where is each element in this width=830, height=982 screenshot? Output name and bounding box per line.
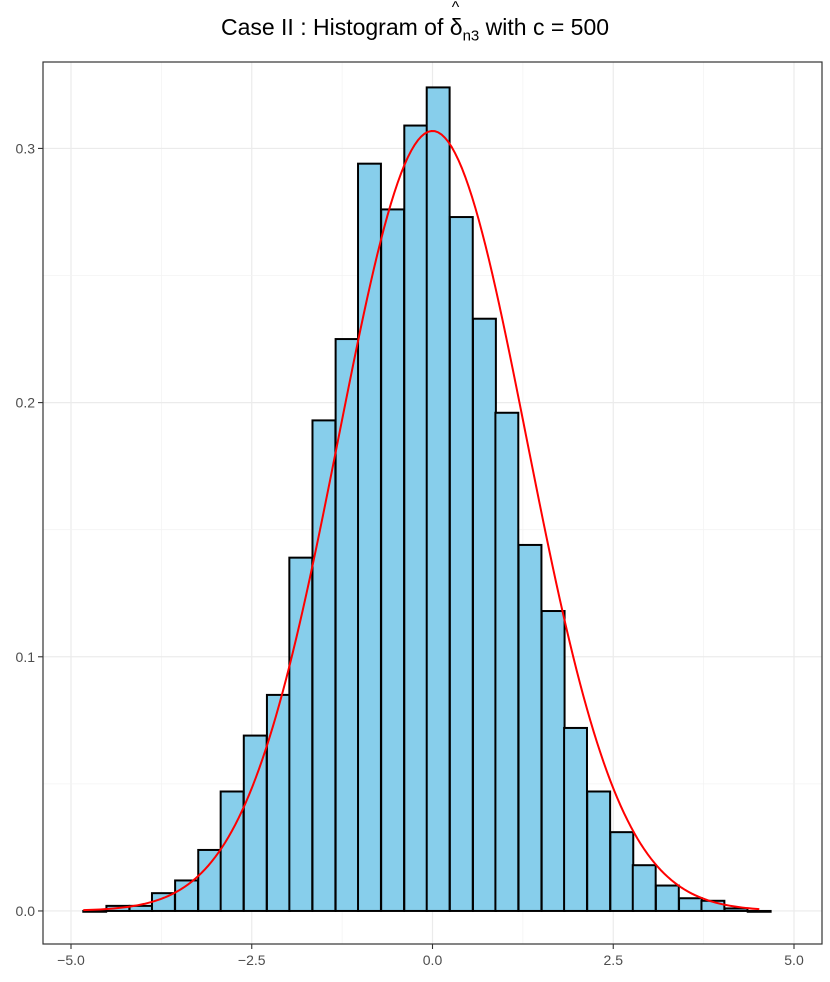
histogram-bar bbox=[242, 734, 268, 912]
histogram-bar bbox=[82, 909, 108, 913]
title-delta: δ bbox=[449, 14, 463, 40]
y-tick-label: 0.2 bbox=[16, 395, 36, 411]
x-tick-label: 5.0 bbox=[784, 952, 804, 968]
title-suffix: with c = 500 bbox=[479, 14, 610, 40]
y-tick-label: 0.1 bbox=[16, 649, 36, 665]
title-symbol: ^ δ bbox=[449, 0, 463, 41]
histogram-bar bbox=[150, 892, 176, 912]
histogram-bar bbox=[700, 899, 726, 912]
histogram-bar bbox=[631, 864, 657, 912]
x-tick-label: 2.5 bbox=[604, 952, 624, 968]
x-tick-label: −2.5 bbox=[238, 952, 266, 968]
chart-title: Case II : Histogram of ^ δn3 with c = 500 bbox=[0, 0, 830, 45]
x-tick-label: −5.0 bbox=[57, 952, 85, 968]
density-curve bbox=[83, 129, 760, 912]
histogram-bar bbox=[586, 790, 612, 912]
histogram-bar bbox=[334, 338, 360, 912]
histogram-bar bbox=[288, 556, 314, 912]
title-subscript: n3 bbox=[462, 27, 480, 45]
histogram-bar bbox=[678, 897, 703, 912]
histogram-bar bbox=[494, 411, 520, 912]
histogram-bar bbox=[746, 909, 772, 913]
histogram-bar bbox=[540, 610, 566, 912]
histogram-bar bbox=[517, 543, 543, 912]
histogram-bar bbox=[357, 162, 382, 912]
histogram-bar bbox=[448, 216, 474, 912]
x-tick-label: 0.0 bbox=[423, 952, 443, 968]
histogram-bar bbox=[265, 693, 291, 912]
histogram-bar bbox=[609, 831, 635, 912]
histogram-bar bbox=[311, 419, 337, 912]
histogram-bar bbox=[380, 208, 406, 912]
title-prefix: Case II : Histogram of bbox=[220, 14, 450, 40]
y-tick-label: 0.3 bbox=[16, 140, 36, 156]
y-tick-label: 0.0 bbox=[16, 903, 36, 919]
histogram-bars bbox=[82, 86, 772, 913]
histogram-bar bbox=[403, 124, 429, 912]
histogram-bar bbox=[425, 86, 451, 912]
histogram-bar bbox=[654, 884, 680, 912]
histogram-bar bbox=[471, 317, 497, 912]
histogram-bar bbox=[723, 907, 749, 912]
histogram-bar bbox=[219, 790, 245, 912]
histogram-bar bbox=[563, 726, 588, 912]
axes: −5.0 −2.5 0.0 2.5 5.0 0.0 0.1 0.2 0.3 bbox=[16, 140, 804, 968]
histogram-bar bbox=[197, 848, 223, 912]
title-hat: ^ bbox=[451, 0, 460, 16]
